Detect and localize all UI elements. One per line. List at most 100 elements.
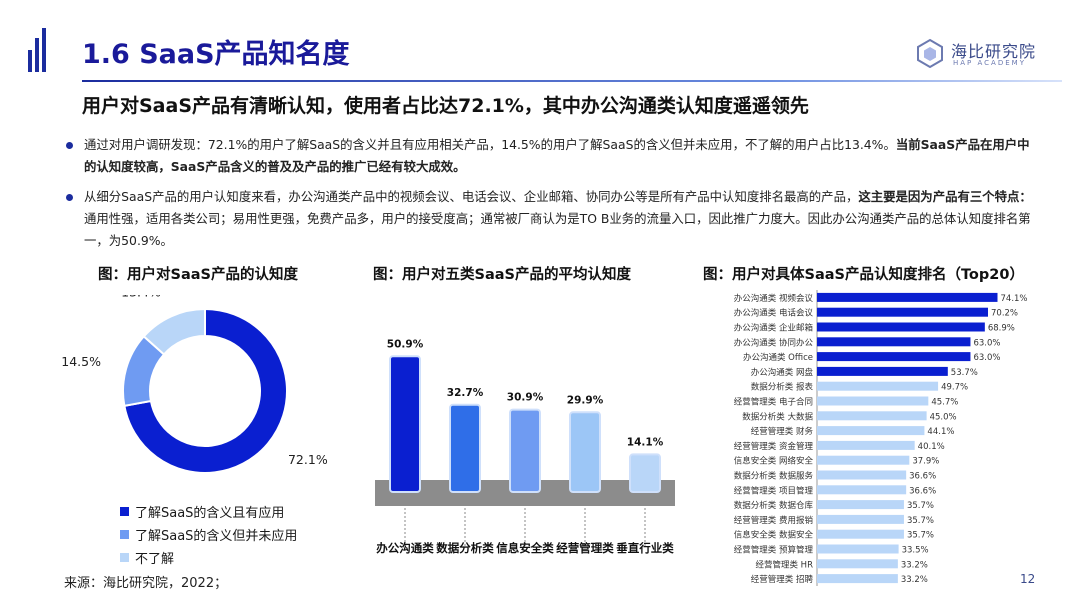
ranking-bar (817, 352, 971, 362)
ranking-category-label: 经营管理类 HR (755, 559, 813, 570)
ranking-category-label: 数据分析类 数据服务 (734, 471, 814, 482)
ranking-chart-title: 图：用户对具体SaaS产品认知度排名（Top20） (703, 267, 1024, 283)
legend-swatch (120, 507, 129, 516)
donut-chart: 72.1% 14.5% 13.4% (61, 295, 328, 474)
legend-swatch (120, 530, 129, 539)
ranking-value-label: 49.7% (941, 383, 968, 393)
page-title: 1.6 SaaS产品知名度 (82, 39, 350, 70)
bullet-dot-icon (66, 142, 73, 149)
logo: 海比研究院 HAP ACADEMY (915, 38, 1065, 72)
bullet-1-text: 通过对用户调研发现：72.1%的用户了解SaaS的含义并且有应用相关产品，14.… (84, 137, 896, 152)
category-label: 数据分析类 (436, 541, 494, 555)
legend-item-unaware: 不了解 (120, 546, 297, 569)
ranking-bar (817, 322, 985, 332)
category-bar (449, 403, 481, 493)
bullet-2-emphasis: 这主要是因为产品有三个特点： (858, 189, 1032, 204)
ranking-category-label: 办公沟通类 协同办公 (734, 337, 814, 348)
donut-slice (123, 307, 288, 474)
slide-subtitle: 用户对SaaS产品有清晰认知，使用者占比达72.1%，其中办公沟通类认知度遥遥领… (82, 95, 809, 117)
ranking-category-label: 办公沟通类 Office (743, 352, 813, 363)
ranking-bar (817, 396, 929, 406)
page-number: 12 (1020, 572, 1036, 586)
ranking-category-label: 数据分析类 报表 (751, 382, 814, 393)
ranking-category-label: 经营管理类 资金管理 (734, 441, 814, 452)
ranking-category-label: 数据分析类 大数据 (742, 411, 813, 422)
bullet-point-1: 通过对用户调研发现：72.1%的用户了解SaaS的含义并且有应用相关产品，14.… (66, 134, 1034, 178)
legend-item-not-applied: 了解SaaS的含义但并未应用 (120, 523, 297, 546)
donut-data-label: 13.4% (121, 295, 161, 299)
ranking-category-label: 办公沟通类 网盘 (751, 367, 814, 378)
category-bar (389, 355, 421, 494)
category-label: 垂直行业类 (616, 541, 674, 555)
ranking-value-label: 35.7% (907, 501, 934, 511)
logo-subtitle: HAP ACADEMY (953, 59, 1026, 67)
ranking-bar (817, 307, 988, 317)
ranking-bar (817, 292, 998, 302)
ranking-value-label: 68.9% (988, 324, 1015, 334)
bullet-1-emphasis: 当前SaaS产品在用户中的认知度较高，SaaS产品含义的普及及产品的推广已经有较… (84, 137, 1030, 174)
ranking-category-label: 经营管理类 费用报销 (734, 515, 814, 526)
category-bar (629, 453, 661, 493)
ranking-bar (817, 574, 898, 584)
ranking-value-label: 40.1% (918, 442, 945, 452)
ranking-category-label: 经营管理类 项目管理 (734, 485, 814, 496)
category-bar-chart: 50.9% 办公沟通类 32.7% 数据分析类 30.9% 信息安全类 29.9% 经营管理类… (375, 338, 675, 555)
ranking-value-label: 33.2% (901, 575, 928, 585)
ranking-bar (817, 381, 939, 391)
ranking-value-label: 35.7% (907, 531, 934, 541)
ranking-value-label: 33.2% (901, 560, 928, 570)
legend-label: 了解SaaS的含义且有应用 (135, 506, 285, 521)
ranking-bar (817, 559, 898, 569)
bar-value-label: 50.9% (387, 338, 424, 350)
header-divider (82, 80, 1062, 82)
ranking-bar (817, 500, 904, 510)
ranking-value-label: 37.9% (912, 457, 939, 467)
logo-cube-icon (917, 38, 943, 68)
bullet-dot-icon (66, 194, 73, 201)
ranking-value-label: 70.2% (991, 309, 1018, 319)
bar-chart-title: 图：用户对五类SaaS产品的平均认知度 (373, 267, 631, 283)
ranking-category-label: 信息安全类 网络安全 (734, 456, 814, 467)
ranking-bar (817, 426, 925, 436)
bullet-2-tail: 通用性强，适用各类公司；易用性更强，免费产品多，用户的接受度高；通常被厂商认为是… (84, 211, 1031, 248)
ranking-category-label: 经营管理类 招聘 (751, 574, 814, 585)
ranking-value-label: 63.0% (973, 338, 1000, 348)
donut-data-label: 72.1% (288, 452, 328, 467)
ranking-bar (817, 440, 915, 450)
legend-label: 了解SaaS的含义但并未应用 (135, 529, 298, 544)
category-label: 经营管理类 (556, 541, 614, 555)
legend-label: 不了解 (135, 552, 175, 567)
logo-name: 海比研究院 (951, 42, 1037, 61)
ranking-bar (817, 411, 927, 421)
ranking-bar (817, 544, 899, 554)
ranking-category-label: 经营管理类 财务 (751, 426, 814, 437)
ranking-value-label: 35.7% (907, 516, 934, 526)
ranking-value-label: 63.0% (973, 353, 1000, 363)
ranking-value-label: 45.7% (931, 398, 958, 408)
ranking-bar (817, 529, 904, 539)
legend-item-applied: 了解SaaS的含义且有应用 (120, 500, 297, 523)
ranking-bar (817, 366, 948, 376)
donut-data-label: 14.5% (61, 354, 101, 369)
bar-value-label: 30.9% (507, 392, 544, 404)
bar-value-label: 32.7% (447, 387, 484, 399)
category-bar (509, 408, 541, 493)
ranking-category-label: 信息安全类 数据安全 (734, 530, 814, 541)
ranking-category-label: 数据分析类 数据仓库 (734, 500, 814, 511)
ranking-value-label: 74.1% (1001, 294, 1028, 304)
bullet-2-text: 从细分SaaS产品的用户认知度来看，办公沟通类产品中的视频会议、电话会议、企业邮… (84, 189, 859, 204)
ranking-category-label: 经营管理类 电子合同 (734, 397, 813, 408)
ranking-bar (817, 337, 971, 347)
category-bar (569, 411, 601, 493)
ranking-value-label: 44.1% (927, 427, 954, 437)
ranking-value-label: 36.6% (909, 486, 936, 496)
donut-slice (142, 307, 206, 356)
ranking-bar (817, 485, 907, 495)
ranking-value-label: 33.5% (902, 546, 929, 556)
ranking-value-label: 53.7% (951, 368, 978, 378)
bullet-point-2: 从细分SaaS产品的用户认知度来看，办公沟通类产品中的视频会议、电话会议、企业邮… (66, 186, 1034, 252)
ranking-value-label: 36.6% (909, 472, 936, 482)
source-note: 来源：海比研究院，2022； (64, 576, 228, 591)
ranking-value-label: 45.0% (930, 412, 957, 422)
category-label: 办公沟通类 (376, 541, 434, 555)
